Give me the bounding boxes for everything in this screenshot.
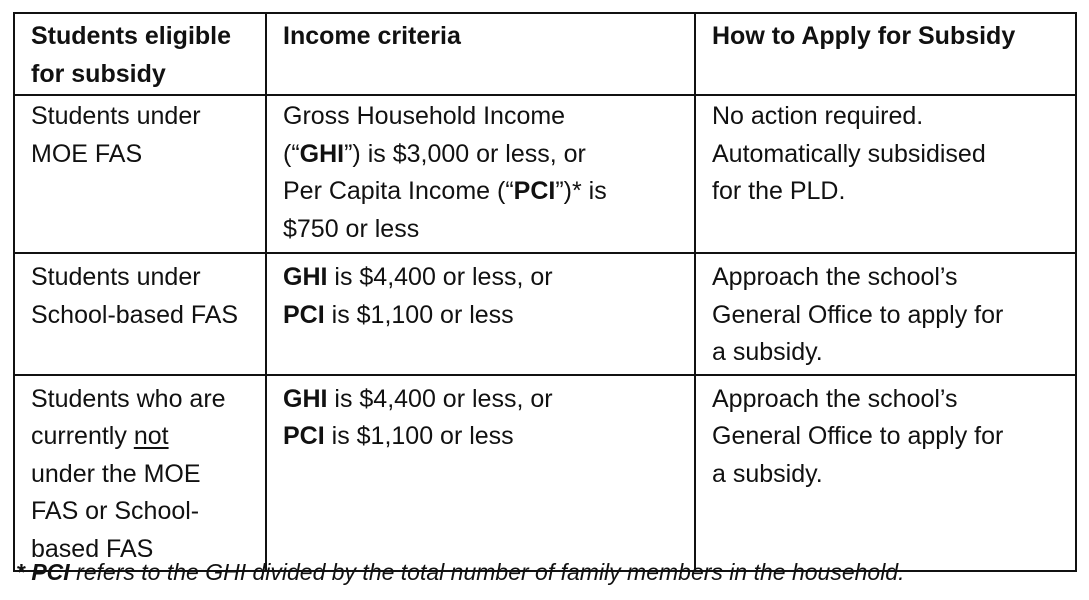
cell-text: is $1,100 or less [324, 300, 514, 329]
income-cell: Gross Household Income (“GHI”) is $3,000… [265, 94, 696, 254]
footnote-text: refers to the GHI divided by the total n… [69, 559, 905, 585]
students-cell: Students under MOE FAS [13, 94, 267, 254]
cell-text: Students under [31, 263, 201, 291]
cell-text: under the MOE [31, 459, 201, 488]
apply-cell: Approach the school’s General Office to … [694, 373, 1077, 572]
cell-line: PCI is $1,100 or less [283, 297, 686, 335]
cell-text: a subsidy. [712, 459, 823, 488]
header-text: Students eligible [31, 22, 232, 50]
cell-line: (“GHI”) is $3,000 or less, or [283, 136, 686, 174]
cell-text: ”)* is [555, 177, 607, 205]
cell-text: for the PLD. [712, 177, 846, 205]
table-row: Students under MOE FAS Gross Household I… [13, 94, 1077, 254]
header-students-eligible: Students eligible for subsidy [13, 12, 267, 96]
cell-text: is $4,400 or less, or [327, 263, 553, 291]
students-cell: Students who are currently not under the… [13, 373, 267, 572]
cell-text: Gross Household Income [283, 102, 566, 130]
apply-cell: Approach the school’s General Office to … [694, 252, 1077, 376]
income-cell: GHI is $4,400 or less, or PCI is $1,100 … [265, 252, 696, 376]
cell-text: General Office to apply for [712, 422, 1004, 450]
cell-text: a subsidy. [712, 338, 823, 366]
income-cell: GHI is $4,400 or less, or PCI is $1,100 … [265, 373, 696, 572]
cell-line: currently not [31, 418, 257, 456]
cell-text: Automatically subsidised [712, 139, 986, 168]
cell-text: based FAS [31, 534, 154, 563]
cell-line: GHI is $4,400 or less, or [283, 259, 686, 297]
subsidy-eligibility-table: Students eligible for subsidy Income cri… [13, 12, 1077, 572]
table-row: Students under School-based FAS GHI is $… [13, 252, 1077, 376]
cell-text: General Office to apply for [712, 300, 1004, 329]
table-header-row: Students eligible for subsidy Income cri… [13, 12, 1077, 96]
header-text: How to Apply for Subsidy [712, 22, 1016, 50]
ghi-term: GHI [283, 263, 328, 291]
pci-term: PCI [513, 177, 556, 205]
not-emphasis: not [133, 422, 169, 450]
cell-text: currently [31, 422, 134, 450]
header-income-criteria: Income criteria [265, 12, 696, 96]
cell-line: GHI is $4,400 or less, or [283, 381, 686, 419]
pci-term: PCI [283, 300, 325, 329]
cell-line: Per Capita Income (“PCI”)* is [283, 173, 686, 211]
cell-text: is $1,100 or less [324, 422, 514, 450]
cell-text: Approach the school’s [712, 263, 958, 291]
pci-term: PCI [283, 422, 325, 450]
cell-text: Students under [31, 102, 201, 130]
cell-text: School-based FAS [31, 300, 239, 329]
apply-cell: No action required. Automatically subsid… [694, 94, 1077, 254]
footnote: * PCI refers to the GHI divided by the t… [16, 555, 905, 589]
students-cell: Students under School-based FAS [13, 252, 267, 376]
cell-text: $750 or less [283, 214, 420, 243]
cell-text: No action required. [712, 102, 924, 130]
footnote-asterisk: * [16, 559, 32, 585]
cell-text: MOE FAS [31, 139, 143, 168]
footnote-term: PCI [31, 559, 70, 585]
cell-text: Students who are [31, 384, 226, 413]
cell-text: FAS or School- [31, 497, 200, 525]
cell-text: ”) is $3,000 or less, or [344, 139, 586, 168]
cell-text: is $4,400 or less, or [327, 384, 553, 413]
cell-text: Per Capita Income (“ [283, 177, 514, 205]
header-how-to-apply: How to Apply for Subsidy [694, 12, 1077, 96]
cell-line: PCI is $1,100 or less [283, 418, 686, 456]
header-text: for subsidy [31, 59, 166, 88]
table-row: Students who are currently not under the… [13, 373, 1077, 572]
header-text: Income criteria [283, 22, 461, 50]
cell-text: Approach the school’s [712, 384, 958, 413]
ghi-term: GHI [283, 384, 328, 413]
ghi-term: GHI [299, 139, 345, 168]
cell-text: (“ [283, 139, 300, 168]
